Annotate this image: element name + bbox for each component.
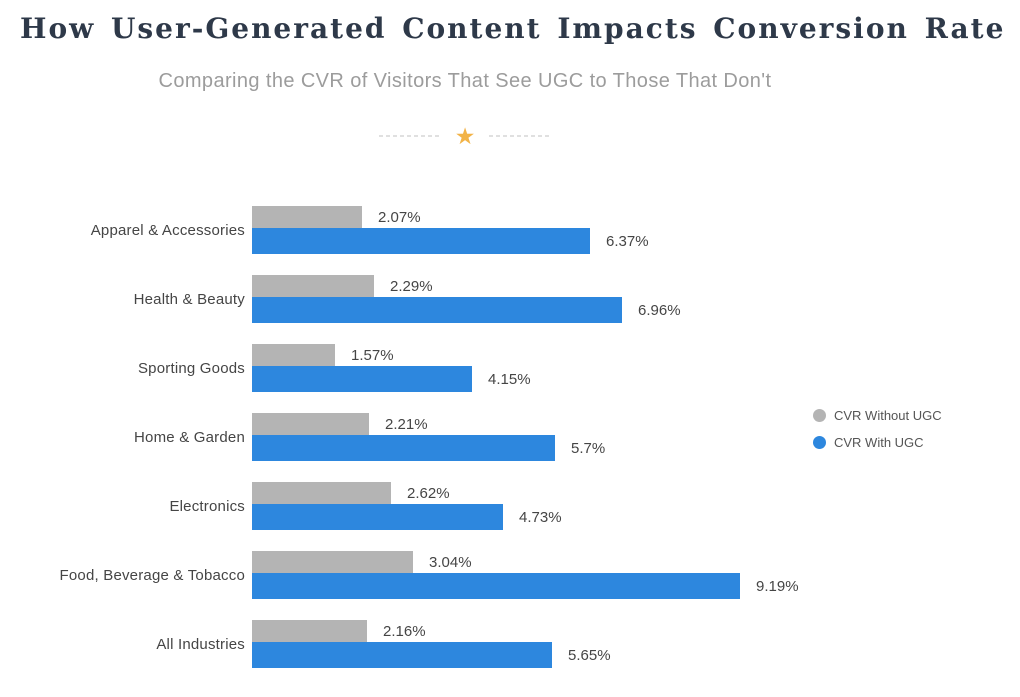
value-label: 1.57% [351, 346, 394, 364]
value-label: 9.19% [756, 577, 799, 595]
bar-line-without-ugc: 3.04% [252, 551, 799, 573]
bar-without-ugc [252, 275, 374, 297]
chart-row: All Industries 2.16% 5.65% [0, 620, 1020, 668]
bar-without-ugc [252, 482, 391, 504]
value-label: 5.65% [568, 646, 611, 664]
bar-with-ugc [252, 297, 622, 323]
bar-with-ugc [252, 573, 740, 599]
value-label: 2.29% [390, 277, 433, 295]
divider-dash-right [489, 135, 552, 137]
page-title: How User-Generated Content Impacts Conve… [20, 12, 1006, 45]
bar-group: 1.57% 4.15% [252, 344, 531, 392]
value-label: 4.73% [519, 508, 562, 526]
bar-with-ugc [252, 504, 503, 530]
bar-group: 2.62% 4.73% [252, 482, 562, 530]
bar-without-ugc [252, 344, 335, 366]
bar-chart: Apparel & Accessories 2.07% 6.37% Health & … [0, 206, 1020, 689]
bar-line-without-ugc: 2.07% [252, 206, 649, 228]
bar-with-ugc [252, 366, 472, 392]
chart-row: Home & Garden 2.21% 5.7% [0, 413, 1020, 461]
value-label: 6.96% [638, 301, 681, 319]
bar-line-with-ugc: 4.73% [252, 504, 562, 530]
chart-row: Electronics 2.62% 4.73% [0, 482, 1020, 530]
bar-with-ugc [252, 228, 590, 254]
bar-line-with-ugc: 6.96% [252, 297, 681, 323]
value-label: 3.04% [429, 553, 472, 571]
bar-line-with-ugc: 9.19% [252, 573, 799, 599]
bar-line-with-ugc: 4.15% [252, 366, 531, 392]
value-label: 2.16% [383, 622, 426, 640]
value-label: 2.62% [407, 484, 450, 502]
bar-group: 2.21% 5.7% [252, 413, 605, 461]
category-label: Sporting Goods [137, 359, 245, 377]
bar-line-without-ugc: 1.57% [252, 344, 531, 366]
bar-group: 2.16% 5.65% [252, 620, 611, 668]
legend-item-with-ugc: CVR With UGC [813, 435, 942, 450]
category-label: Food, Beverage & Tobacco [59, 566, 245, 584]
legend-label: CVR With UGC [834, 435, 924, 450]
bar-line-with-ugc: 6.37% [252, 228, 649, 254]
value-label: 2.21% [385, 415, 428, 433]
value-label: 5.7% [571, 439, 606, 457]
bar-line-without-ugc: 2.21% [252, 413, 605, 435]
divider-dash-left [378, 135, 441, 137]
bar-without-ugc [252, 206, 362, 228]
bar-with-ugc [252, 642, 552, 668]
bar-without-ugc [252, 551, 413, 573]
star-icon: ★ [454, 122, 476, 149]
category-label: Electronics [169, 497, 245, 515]
chart-row: Food, Beverage & Tobacco 3.04% 9.19% [0, 551, 1020, 599]
bar-line-without-ugc: 2.62% [252, 482, 562, 504]
bar-line-with-ugc: 5.65% [252, 642, 611, 668]
bar-group: 2.29% 6.96% [252, 275, 681, 323]
chart-row: Apparel & Accessories 2.07% 6.37% [0, 206, 1020, 254]
bar-group: 3.04% 9.19% [252, 551, 799, 599]
chart-row: Sporting Goods 1.57% 4.15% [0, 344, 1020, 392]
bar-line-without-ugc: 2.16% [252, 620, 611, 642]
value-label: 4.15% [488, 370, 531, 388]
category-label: Health & Beauty [133, 290, 245, 308]
legend-dot-icon [813, 409, 826, 422]
value-label: 2.07% [378, 208, 421, 226]
legend-label: CVR Without UGC [834, 408, 942, 423]
category-label: Home & Garden [134, 428, 245, 446]
category-label: All Industries [156, 635, 245, 653]
page-subtitle: Comparing the CVR of Visitors That See U… [158, 70, 772, 92]
bar-with-ugc [252, 435, 555, 461]
bar-line-without-ugc: 2.29% [252, 275, 681, 297]
bar-without-ugc [252, 620, 367, 642]
chart-row: Health & Beauty 2.29% 6.96% [0, 275, 1020, 323]
legend-item-without-ugc: CVR Without UGC [813, 408, 942, 423]
value-label: 6.37% [606, 232, 649, 250]
chart-legend: CVR Without UGC CVR With UGC [813, 408, 942, 462]
bar-without-ugc [252, 413, 369, 435]
category-label: Apparel & Accessories [90, 221, 245, 239]
bar-line-with-ugc: 5.7% [252, 435, 605, 461]
title-divider: ★ [0, 124, 930, 148]
legend-dot-icon [813, 436, 826, 449]
bar-group: 2.07% 6.37% [252, 206, 649, 254]
